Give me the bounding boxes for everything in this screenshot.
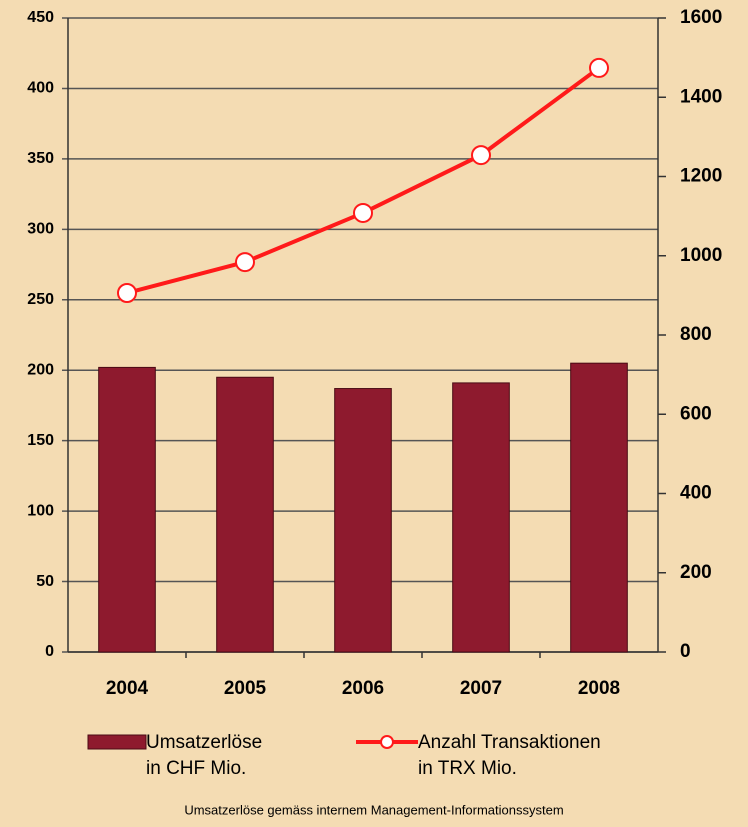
y-tick-label: 150 [27,432,54,449]
line-point [471,145,491,166]
x-tick-label: 2005 [224,678,267,699]
line-point [589,57,609,78]
y2-tick-label: 400 [680,483,712,504]
legend-label: Umsatzerlöse in CHF Mio. [146,732,263,779]
y-tick-label: 300 [27,221,54,238]
bar [334,388,392,653]
y2-tick-label: 1400 [680,86,722,107]
y-tick-label: 450 [27,9,54,26]
y-tick-label: 400 [27,80,54,97]
legend-marker [380,735,394,749]
legend-swatch [87,734,147,750]
y2-tick-label: 1000 [680,245,722,266]
line [126,66,601,295]
x-tick-label: 2006 [342,678,384,699]
y2-tick-label: 0 [680,641,691,662]
x-tick-label: 2008 [578,678,620,699]
y2-tick-label: 200 [680,562,712,583]
footnote: Umsatzerlöse gemäss internem Management-… [184,802,563,817]
y-tick-label: 250 [27,291,54,308]
legend-label: Anzahl Transaktionen in TRX Mio. [418,732,601,779]
y-tick-label: 0 [45,643,54,660]
y2-tick-label: 1600 [680,7,722,28]
y2-tick-label: 800 [680,324,712,345]
y-tick-label: 50 [36,573,54,590]
y-tick-label: 350 [27,150,54,167]
y-tick-label: 100 [27,502,54,519]
bar [216,376,274,653]
y2-tick-label: 1200 [680,166,722,187]
line-point [353,202,373,223]
line-point [235,252,255,273]
bar [570,362,628,653]
y-tick-label: 200 [27,361,54,378]
y2-tick-label: 600 [680,403,712,424]
x-tick-label: 2007 [460,678,502,699]
x-tick-label: 2004 [106,678,149,699]
line-point [117,282,137,303]
bar [452,382,510,653]
bar [98,366,156,653]
